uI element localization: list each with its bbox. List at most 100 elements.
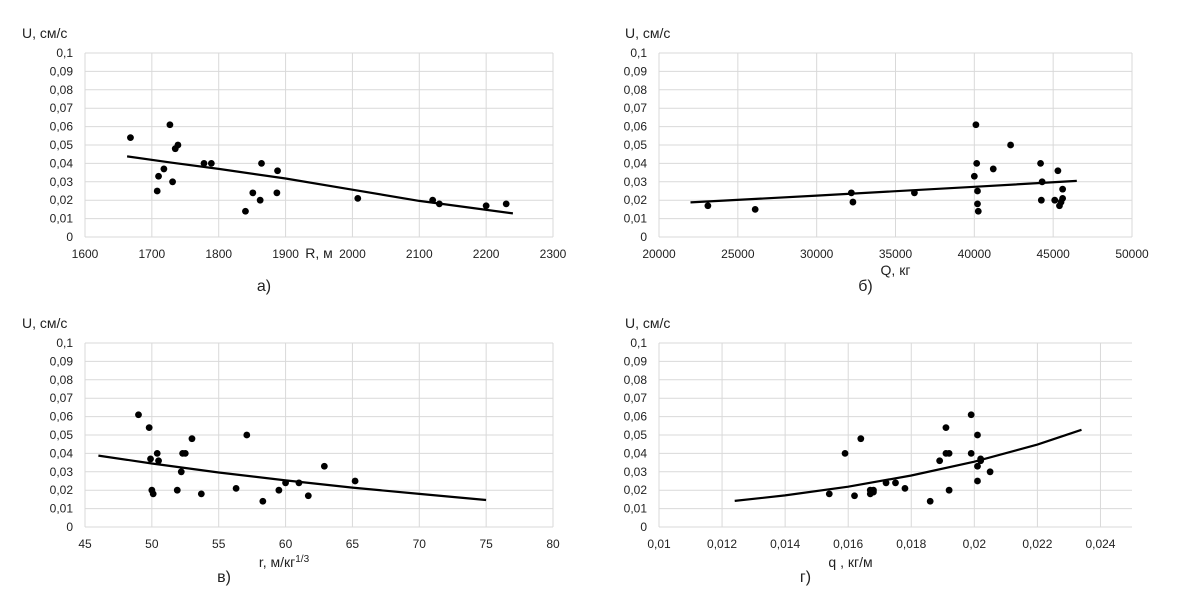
data-point <box>841 450 849 457</box>
data-point <box>945 486 953 494</box>
data-point <box>986 468 994 476</box>
y-tick-label: 0,09 <box>624 354 648 368</box>
trendline <box>126 155 514 215</box>
y-tick-label: 0,06 <box>50 120 74 134</box>
y-tick-label: 0,04 <box>624 156 648 170</box>
x-tick-label: 45 <box>78 537 92 551</box>
x-tick-label: 1700 <box>139 247 166 261</box>
data-point <box>174 141 182 149</box>
x-tick-label: 1600 <box>72 247 99 261</box>
y-tick-label: 0,05 <box>624 138 648 152</box>
data-point <box>977 457 985 465</box>
panel-label: в) <box>217 569 231 586</box>
data-point <box>1038 178 1046 186</box>
y-tick-label: 0,02 <box>50 193 74 207</box>
data-point <box>1051 196 1059 204</box>
data-point <box>892 479 899 487</box>
data-point <box>849 198 857 206</box>
y-tick-label: 0,06 <box>624 120 648 134</box>
x-tick-label: 60 <box>279 537 293 551</box>
data-point <box>974 200 981 208</box>
x-tick-label: 0,016 <box>833 537 863 551</box>
x-tick-label: 2300 <box>540 247 567 261</box>
x-tick-label: 55 <box>212 537 226 551</box>
y-tick-label: 0,01 <box>50 502 74 516</box>
x-tick-label: 0,02 <box>963 537 987 551</box>
y-tick-label: 0,04 <box>624 446 648 460</box>
data-point <box>972 121 980 129</box>
data-point <box>1059 194 1067 202</box>
data-point <box>429 196 437 204</box>
x-axis-label: q , кг/м <box>828 554 872 570</box>
y-tick-label: 0 <box>640 230 647 244</box>
data-point <box>901 484 909 492</box>
data-point <box>145 424 153 432</box>
data-point <box>974 431 981 439</box>
trendline <box>734 428 1082 502</box>
y-tick-label: 0,1 <box>56 46 73 60</box>
y-tick-label: 0,07 <box>50 391 74 405</box>
y-tick-label: 0,04 <box>50 156 74 170</box>
data-point <box>974 187 981 195</box>
y-tick-label: 0,02 <box>624 483 648 497</box>
data-point <box>197 490 205 498</box>
data-point <box>259 497 267 505</box>
data-point <box>127 134 134 142</box>
y-tick-label: 0 <box>66 230 73 244</box>
x-tick-label: 25000 <box>721 247 755 261</box>
y-tick-label: 0,09 <box>50 354 74 368</box>
y-tick-label: 0,08 <box>50 83 74 97</box>
data-point <box>354 194 362 202</box>
data-point <box>1037 196 1045 204</box>
chart-panel-4: 00,010,020,030,040,050,060,070,080,090,1… <box>624 315 1132 586</box>
data-point <box>147 455 154 463</box>
x-axis-label-superscript: 1/3 <box>295 554 309 565</box>
y-axis-label: U, см/с <box>625 315 670 331</box>
y-tick-label: 0,03 <box>624 175 648 189</box>
data-point <box>320 462 328 470</box>
x-tick-label: 1800 <box>205 247 232 261</box>
data-point <box>936 457 944 465</box>
data-point <box>926 497 934 505</box>
data-point <box>751 206 759 213</box>
data-point <box>153 187 161 195</box>
y-tick-label: 0,01 <box>624 502 648 516</box>
data-point <box>967 411 975 419</box>
data-point <box>1054 167 1062 175</box>
y-tick-label: 0 <box>66 520 73 534</box>
data-point <box>825 490 833 498</box>
y-tick-label: 0,03 <box>624 465 648 479</box>
y-tick-label: 0,09 <box>624 64 648 78</box>
x-axis-label: Q, кг <box>881 262 911 278</box>
y-tick-label: 0,07 <box>624 391 648 405</box>
x-tick-label: 0,01 <box>647 537 671 551</box>
y-tick-label: 0,02 <box>624 193 648 207</box>
y-tick-label: 0,01 <box>50 212 74 226</box>
data-point <box>304 492 312 500</box>
y-tick-label: 0,05 <box>50 138 74 152</box>
x-tick-label: 50000 <box>1115 247 1149 261</box>
data-point <box>857 435 865 443</box>
y-tick-label: 0,06 <box>50 410 74 424</box>
y-tick-label: 0,07 <box>624 101 648 115</box>
data-point <box>1037 160 1044 167</box>
data-point <box>242 207 249 215</box>
data-point <box>256 196 264 204</box>
y-tick-label: 0,08 <box>624 373 648 387</box>
y-tick-label: 0,06 <box>624 410 648 424</box>
data-point <box>482 202 490 210</box>
data-point <box>974 462 981 470</box>
x-tick-label: 80 <box>546 537 560 551</box>
x-tick-label: 20000 <box>642 247 676 261</box>
y-tick-label: 0,1 <box>56 336 73 350</box>
x-tick-label: 0,024 <box>1085 537 1115 551</box>
data-point <box>243 431 251 439</box>
y-tick-label: 0 <box>640 520 647 534</box>
y-tick-label: 0,08 <box>50 373 74 387</box>
y-tick-label: 0,03 <box>50 465 74 479</box>
y-tick-label: 0,05 <box>50 428 74 442</box>
data-point <box>502 200 510 208</box>
y-axis-label: U, см/с <box>625 25 670 41</box>
data-point <box>181 450 189 457</box>
data-point <box>970 172 978 180</box>
